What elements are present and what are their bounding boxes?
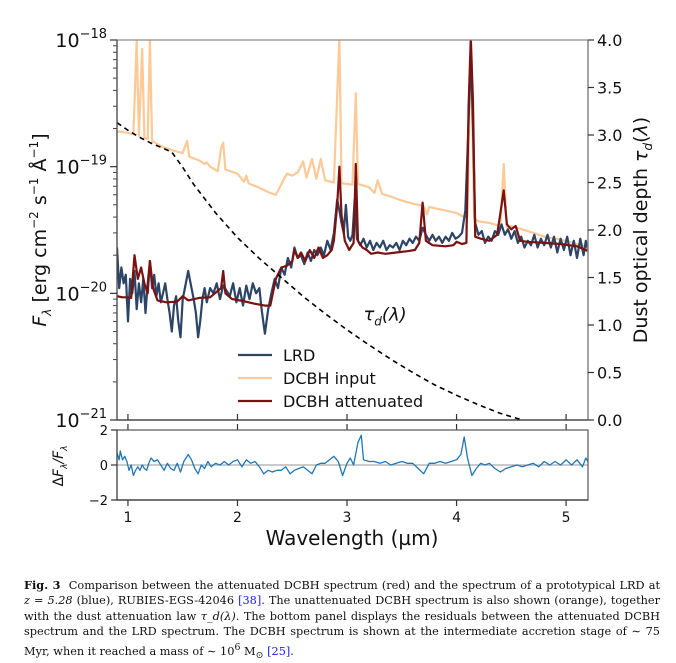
caption-text-3: . The unattenuated DCBH spectrum is also… [24, 594, 660, 623]
figure-caption: Fig. 3 Comparison between the attenuated… [24, 578, 660, 663]
main-panel-series [117, 40, 588, 420]
caption-text-1: Comparison between the attenuated DCBH s… [68, 579, 661, 592]
x-tick-label: 1 [123, 510, 132, 526]
caption-text-2: (blue), RUBIES-EGS-42046 [72, 594, 239, 608]
residual-y-tick-label: 0 [100, 459, 108, 474]
left-tick-label: 10−18 [55, 27, 107, 52]
legend-label-lrd: LRD [283, 346, 315, 365]
right-tick-label: 1.0 [597, 316, 622, 335]
right-tick-label: 3.5 [597, 79, 622, 98]
left-tick-label: 10−21 [55, 407, 107, 432]
residual-x-ticks: 1 2 3 4 5 [123, 500, 571, 526]
x-axis-label: Wavelength (µm) [266, 526, 439, 550]
left-axis-ticks: 10−18 10−19 10−20 10−21 [55, 27, 117, 432]
residual-y-tick-label: −2 [89, 494, 108, 509]
residual-axis-label: ΔFλ/Fλ [51, 445, 70, 486]
right-tick-label: 0.0 [597, 411, 622, 430]
tau-annotation: τd(λ) [363, 304, 406, 328]
series-tau-dashed-line [117, 122, 523, 420]
right-tick-label: 1.5 [597, 269, 622, 288]
left-axis-label: Fλ [erg cm−2 s−1 Å−1] [27, 133, 54, 326]
caption-text-4: . The bottom panel displays the residual… [24, 609, 660, 658]
series-dcbh-attenuated-line [117, 40, 588, 307]
residual-y-tick-label: 2 [100, 424, 108, 439]
x-tick-label: 5 [562, 510, 571, 526]
series-lrd-line [117, 51, 588, 339]
figure-canvas: 10−18 10−19 10−20 10−21 0.0 0.5 1.0 1.5 2.0 2.5 3… [27, 27, 655, 550]
legend: LRD DCBH input DCBH attenuated [238, 346, 423, 411]
right-tick-label: 4.0 [597, 31, 622, 50]
citation-link-25[interactable]: [25] [267, 644, 291, 658]
right-tick-label: 2.5 [597, 174, 622, 193]
caption-mass-exponent: 6 [234, 641, 241, 653]
caption-redshift: z = 5.28 [24, 594, 73, 608]
left-tick-label: 10−20 [55, 280, 107, 305]
right-tick-label: 0.5 [597, 364, 622, 383]
legend-label-dcbh-attenuated: DCBH attenuated [283, 392, 423, 411]
left-tick-label: 10−19 [55, 154, 107, 179]
series-dcbh-input-line [117, 40, 588, 249]
right-tick-label: 2.0 [597, 221, 622, 240]
sun-symbol: ⊙ [255, 649, 264, 661]
right-tick-label: 3.0 [597, 126, 622, 145]
caption-text-5: M [240, 644, 256, 658]
x-tick-label: 4 [452, 510, 461, 526]
x-tick-label: 2 [233, 510, 242, 526]
right-axis-ticks: 0.0 0.5 1.0 1.5 2.0 2.5 3.0 3.5 4.0 [587, 31, 622, 430]
legend-label-dcbh-input: DCBH input [283, 369, 376, 388]
right-axis-label: Dust optical depth τd(λ) [630, 117, 655, 343]
main-x-ticks [127, 414, 567, 430]
residual-panel-series [117, 434, 588, 477]
x-tick-label: 3 [343, 510, 352, 526]
series-residual-line [117, 434, 588, 477]
figure-label: Fig. 3 [24, 578, 61, 592]
residual-y-ticks: 2 0 −2 [89, 424, 117, 509]
caption-tau: τ_d(λ) [200, 609, 236, 623]
citation-link-38[interactable]: [38] [238, 594, 262, 608]
caption-text-7: . [290, 644, 294, 658]
